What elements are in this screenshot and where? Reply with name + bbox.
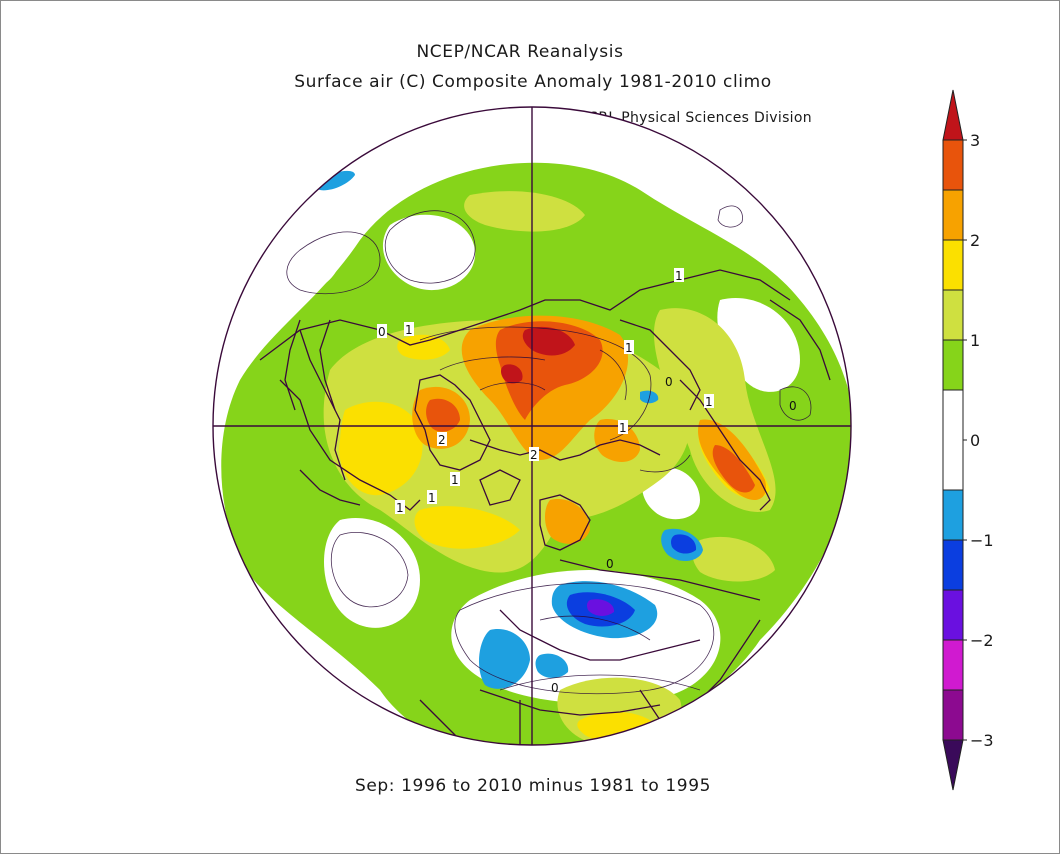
contour-label: 1 bbox=[428, 491, 436, 505]
contour-labels: 0 1 1 1 1 1 1 1 1 2 2 0 0 0 0 bbox=[377, 268, 797, 695]
colorbar-band bbox=[942, 189, 964, 241]
colorbar-band bbox=[942, 289, 964, 341]
colorbar-tick-label: 3 bbox=[970, 131, 980, 150]
colorbar-ticks: 3 2 1 0 −1 −2 −3 bbox=[963, 131, 994, 750]
colorbar-tick-label: −3 bbox=[970, 731, 994, 750]
colorbar-band bbox=[942, 489, 964, 541]
colorbar-tick-label: −1 bbox=[970, 531, 994, 550]
contour-label: 2 bbox=[530, 448, 538, 462]
page-title: NCEP/NCAR Reanalysis bbox=[416, 42, 624, 62]
colorbar-band bbox=[942, 539, 964, 591]
contour-label: 0 bbox=[789, 399, 797, 413]
colorbar-band bbox=[942, 239, 964, 291]
colorbar-band bbox=[942, 389, 964, 491]
contour-label: 1 bbox=[619, 421, 627, 435]
colorbar-band bbox=[942, 639, 964, 691]
colorbar-tick-label: 2 bbox=[970, 231, 980, 250]
colorbar-tick-label: 0 bbox=[970, 431, 980, 450]
contour-label: 1 bbox=[451, 473, 459, 487]
contour-label: 0 bbox=[378, 325, 386, 339]
colorbar-band bbox=[942, 139, 964, 191]
contour-label: 1 bbox=[705, 395, 713, 409]
period-caption: Sep: 1996 to 2010 minus 1981 to 1995 bbox=[354, 776, 712, 796]
colorbar-tick-label: −2 bbox=[970, 631, 994, 650]
contour-label: 1 bbox=[405, 323, 413, 337]
colorbar-band bbox=[942, 339, 964, 391]
map-boundary bbox=[212, 106, 852, 746]
colorbar-tick-label: 1 bbox=[970, 331, 980, 350]
colorbar-band bbox=[942, 689, 964, 741]
contour-label: 0 bbox=[551, 681, 559, 695]
colorbar-band bbox=[942, 589, 964, 641]
contour-label: 1 bbox=[625, 341, 633, 355]
contour-label: 1 bbox=[675, 269, 683, 283]
colorbar-top-arrow bbox=[942, 89, 964, 141]
contour-label: 2 bbox=[438, 433, 446, 447]
contour-label: 0 bbox=[606, 557, 614, 571]
colorbar-bottom-arrow bbox=[942, 739, 964, 791]
colorbar-bands bbox=[942, 139, 964, 741]
page-subtitle: Surface air (C) Composite Anomaly 1981-2… bbox=[294, 72, 772, 92]
contour-label: 1 bbox=[396, 501, 404, 515]
contour-label: 0 bbox=[665, 375, 673, 389]
